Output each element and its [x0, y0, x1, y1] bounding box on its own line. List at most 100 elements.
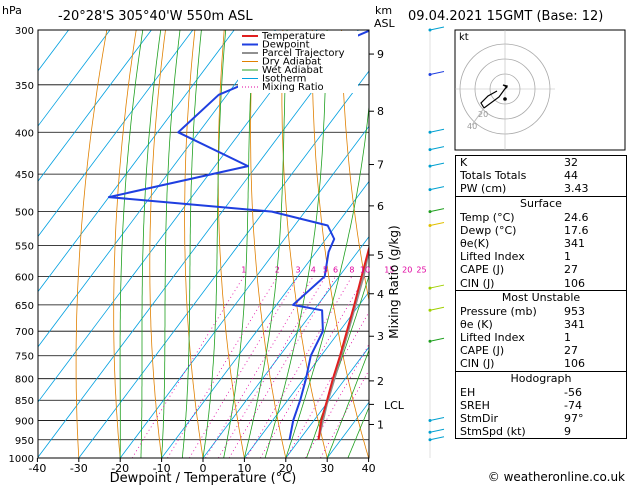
hodo-value: 97° — [564, 412, 584, 425]
x-tick-label: 0 — [200, 462, 207, 475]
isotherm-line — [38, 30, 276, 348]
mixing-ratio-line — [246, 276, 353, 458]
wet-adiabat — [326, 349, 369, 458]
mixing-ratio-line — [285, 311, 369, 458]
wind-barb — [429, 428, 445, 433]
surface-key: Temp (°C) — [460, 210, 515, 224]
wind-dot — [428, 148, 432, 152]
surface-value: 17.6 — [564, 223, 589, 237]
index-key: Totals Totals — [460, 169, 527, 183]
hodograph-upper — [471, 107, 485, 126]
wind-dot — [428, 28, 432, 32]
legend: Temperature Dewpoint Parcel Trajectory D… — [238, 31, 358, 93]
hodo-value: -74 — [564, 398, 582, 412]
mu-row: CIN (J) 106 — [456, 357, 626, 370]
hodograph: kt 20 40 — [454, 29, 626, 151]
pressure-tick-label: 750 — [15, 352, 34, 363]
datetime-title: 09.04.2021 15GMT (Base: 12) — [408, 9, 603, 24]
x-tick-label: -10 — [153, 462, 171, 475]
hodograph-trace — [480, 84, 509, 109]
surface-key: Dewp (°C) — [460, 223, 517, 237]
isotherm-line — [244, 291, 369, 458]
wet-adiabat — [119, 30, 144, 458]
wind-dot — [428, 224, 432, 228]
mixing-ratio-label: 20 — [402, 265, 412, 274]
hpa-label: hPa — [2, 4, 22, 17]
hodograph-ring-20: 20 — [478, 110, 488, 119]
isotherm-line — [161, 180, 369, 458]
isotherm-line — [38, 30, 69, 72]
surface-key: Lifted Index — [460, 250, 525, 264]
wet-adiabat — [202, 30, 227, 458]
dry-adiabat — [75, 30, 108, 458]
wind-dot — [428, 430, 432, 434]
hodo-key: EH — [460, 385, 476, 399]
mixing-ratio-line — [205, 276, 314, 458]
wind-dot — [428, 339, 432, 343]
pressure-tick-label: 300 — [15, 26, 34, 37]
hodograph-params-section: Hodograph EH -56 SREH -74 StmDir 97° StmSpd… — [456, 370, 626, 439]
mixing-ratio-line — [189, 276, 299, 458]
wet-adiabat — [161, 30, 181, 458]
surface-row: Lifted Index 1 — [456, 250, 626, 263]
wind-dot — [428, 210, 432, 214]
mu-value: 27 — [564, 344, 578, 358]
most-unstable-title: Most Unstable — [501, 290, 581, 304]
mu-value: 953 — [564, 304, 585, 318]
pressure-tick-label: 450 — [15, 170, 34, 181]
surface-value: 1 — [564, 250, 571, 264]
copyright-footer[interactable]: © weatheronline.co.uk — [487, 470, 625, 484]
km-tick-label: 4 — [377, 288, 384, 301]
wind-barb — [429, 284, 445, 289]
mixing-ratio-line — [218, 276, 326, 458]
wind-dot — [428, 438, 432, 442]
mu-key: CAPE (J) — [460, 344, 505, 358]
surface-value: 106 — [564, 276, 585, 290]
hodograph-kt-label: kt — [459, 32, 469, 43]
mu-row: CAPE (J) 27 — [456, 344, 626, 357]
mixing-ratio-line — [320, 369, 369, 458]
dry-adiabat — [184, 30, 204, 458]
pressure-tick-label: 1000 — [9, 454, 34, 465]
wet-adiabat — [347, 406, 369, 458]
storm-motion-dot — [503, 97, 507, 101]
surface-row: CIN (J) 106 — [456, 277, 626, 290]
km-tick-label: 3 — [377, 330, 384, 343]
surface-title: Surface — [520, 196, 562, 210]
mixing-ratio-label: 4 — [311, 265, 316, 274]
pressure-tick-label: 700 — [15, 327, 34, 338]
hodograph-params-title: Hodograph — [510, 371, 572, 385]
x-tick-label: 40 — [362, 462, 376, 475]
pressure-tick-label: 350 — [15, 81, 34, 92]
legend-mixing-ratio: Mixing Ratio — [262, 82, 324, 93]
mixing-ratio-label: 6 — [333, 265, 338, 274]
mu-value: 106 — [564, 357, 585, 371]
mu-key: CIN (J) — [460, 357, 495, 371]
wet-adiabat — [140, 30, 162, 458]
x-tick-label: -30 — [70, 462, 88, 475]
km-tick-label: 5 — [377, 249, 384, 262]
mixing-ratio-line — [260, 276, 366, 458]
km-tick-label: 2 — [377, 375, 384, 388]
isotherm-line — [38, 30, 194, 238]
x-tick-label: 20 — [279, 462, 293, 475]
mixing-ratio-label: 15 — [384, 265, 394, 274]
wind-dot — [428, 72, 432, 76]
hodo-row: StmSpd (kt) 9 — [456, 425, 626, 438]
legend-isotherm: Isotherm — [262, 74, 306, 85]
wet-adiabat — [285, 102, 369, 458]
surface-value: 27 — [564, 263, 578, 277]
mixing-ratio-label: 10 — [360, 265, 370, 274]
wet-adiabat — [223, 30, 255, 458]
hodo-row: EH -56 — [456, 386, 626, 399]
dry-adiabat — [341, 30, 369, 303]
isotherm-line — [285, 346, 369, 458]
plot-frame — [37, 29, 370, 459]
index-key: K — [460, 156, 468, 169]
wind-dot — [428, 308, 432, 312]
x-tick-label: -40 — [28, 462, 46, 475]
surface-row: Temp (°C) 24.6 — [456, 211, 626, 224]
isotherm-line — [202, 235, 369, 458]
km-tick-label: 7 — [377, 159, 384, 172]
mixing-ratio-line — [167, 276, 278, 458]
